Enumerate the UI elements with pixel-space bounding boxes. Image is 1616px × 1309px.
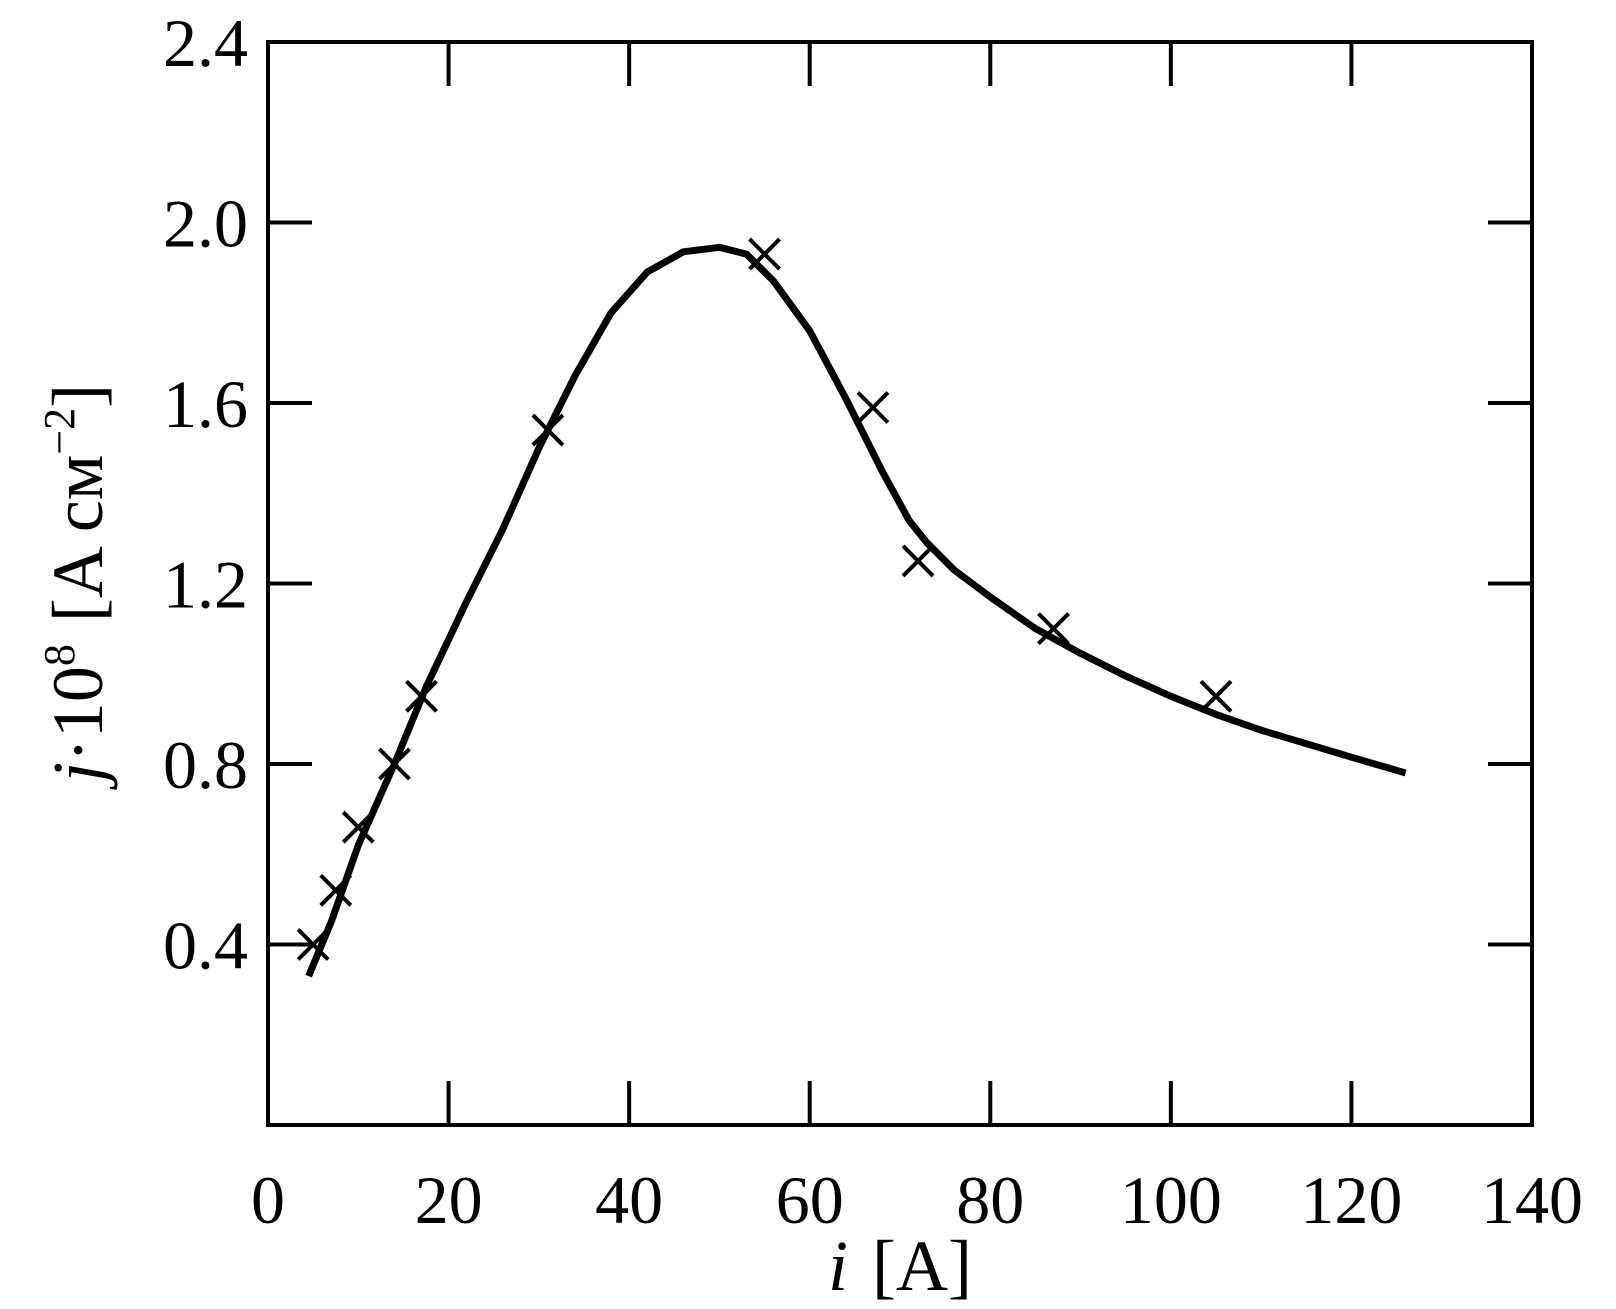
y-tick-label: 2.4	[163, 5, 248, 81]
data-point-marker	[319, 873, 353, 907]
y-axis-unit-post: ]	[38, 384, 118, 408]
x-tick-label: 60	[776, 1162, 844, 1238]
x-axis-var: i	[828, 1226, 848, 1306]
y-axis-mid: ·10	[38, 666, 118, 762]
x-tick-label: 80	[956, 1162, 1024, 1238]
x-tick-label: 140	[1481, 1162, 1583, 1238]
y-axis-unit-exp: −2	[35, 408, 84, 455]
y-tick-label: 0.4	[163, 908, 248, 984]
tick-labels: 0 20 40 60 80 100 120 140 0.4 0.8 1.2 1.6 2.0 2.4	[163, 5, 1583, 1238]
data-point-marker	[405, 679, 438, 713]
y-tick-label: 0.8	[163, 727, 248, 803]
data-point-marker	[341, 810, 375, 844]
x-axis-title: i [A]	[828, 1226, 972, 1306]
data-point-marker	[1199, 679, 1233, 713]
ticks	[268, 42, 1532, 1125]
data-point-marker	[531, 413, 565, 447]
data-point-marker	[748, 237, 781, 271]
x-tick-label: 20	[415, 1162, 483, 1238]
y-axis-unit-pre: [A cм	[38, 455, 118, 623]
data-point-marker	[1037, 612, 1070, 646]
y-tick-label: 1.2	[163, 547, 248, 623]
data-point-marker	[377, 747, 411, 781]
x-tick-label: 120	[1300, 1162, 1402, 1238]
plot-frame	[266, 40, 1534, 1127]
data-point-marker	[856, 391, 890, 424]
data-point-marker	[296, 928, 330, 961]
y-tick-label: 2.0	[163, 186, 248, 262]
y-axis-var: j	[38, 762, 118, 790]
data-point-marker	[901, 544, 935, 578]
x-tick-label: 40	[595, 1162, 663, 1238]
y-tick-label: 1.6	[163, 366, 248, 442]
x-tick-label: 0	[251, 1162, 285, 1238]
fit-curve	[305, 243, 1407, 978]
x-axis-unit: [A]	[872, 1226, 972, 1306]
y-axis-exp: 8	[35, 644, 84, 666]
series	[296, 237, 1407, 978]
x-tick-label: 100	[1120, 1162, 1222, 1238]
y-axis-title: j·108 [A cм−2]	[35, 384, 118, 790]
